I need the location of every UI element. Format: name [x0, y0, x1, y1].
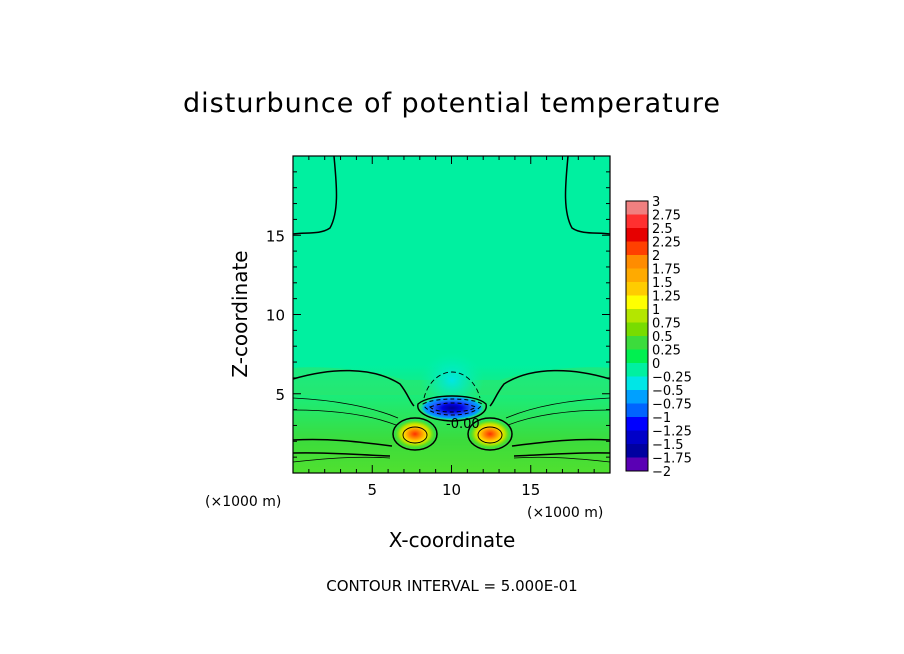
x-tick-labels: 5 10 15 — [367, 481, 540, 499]
colorbar-label: −1.25 — [652, 425, 692, 440]
colorbar-labels: 32.752.52.2521.751.51.2510.750.50.250−0.… — [652, 195, 692, 480]
colorbar-swatch — [626, 228, 648, 242]
colorbar-swatch — [626, 295, 648, 310]
colorbar-swatch — [626, 417, 648, 431]
colorbar-label: 1 — [652, 303, 660, 318]
contour-warm-left-outer — [392, 417, 438, 451]
x-tick-label: 15 — [521, 481, 540, 499]
colorbar — [626, 201, 648, 472]
warm-anomaly-left — [395, 420, 435, 448]
colorbar-label: −1.75 — [652, 452, 692, 467]
colorbar-label: −1.5 — [652, 438, 684, 453]
axis-ticks — [293, 156, 610, 473]
contour-plume-dashed — [423, 371, 481, 399]
colorbar-label: 2.25 — [652, 236, 681, 251]
colorbar-swatch — [626, 430, 648, 445]
z-tick-label: 5 — [275, 386, 285, 404]
cold-anomaly — [420, 396, 484, 420]
colorbar-label: 2.5 — [652, 222, 673, 237]
contour-cold-dashed-1 — [422, 398, 483, 416]
colorbar-swatch — [626, 201, 648, 215]
colorbar-label: 2 — [652, 249, 660, 264]
contour-warm-right-inner — [477, 426, 503, 444]
z-tick-label: 10 — [266, 307, 285, 325]
contour-right-mid-2 — [507, 409, 610, 426]
warm-anomaly-right — [470, 420, 510, 448]
colorbar-label: 1.5 — [652, 276, 673, 291]
x-unit-label: (×1000 m) — [527, 505, 603, 521]
contour-left-lower — [293, 438, 393, 447]
colorbar-swatch — [626, 336, 648, 350]
colorbar-label: −0.75 — [652, 398, 692, 413]
x-tick-label: 10 — [442, 481, 461, 499]
colorbar-label: 0 — [652, 357, 660, 372]
colorbar-swatch — [626, 363, 648, 377]
colorbar-swatch — [626, 309, 648, 323]
contour-top-right — [564, 156, 610, 235]
y-axis-label: Z-coordinate — [228, 250, 252, 377]
colorbar-swatch — [626, 214, 648, 229]
contour-label: -0.00 — [446, 417, 480, 432]
colorbar-label: −2 — [652, 465, 671, 480]
z-tick-labels: 5 10 15 — [266, 227, 285, 404]
colorbar-swatch — [626, 322, 648, 337]
colorbar-label: 1.25 — [652, 290, 681, 305]
colorbar-label: 3 — [652, 195, 660, 210]
x-tick-label: 5 — [367, 481, 377, 499]
colorbar-label: −0.25 — [652, 371, 692, 386]
colorbar-swatch — [626, 403, 648, 418]
contour-top-left — [293, 156, 338, 235]
colorbar-swatch — [626, 390, 648, 404]
contour-bottom-left — [293, 452, 391, 457]
cool-plume — [420, 352, 484, 408]
z-tick-label: 15 — [266, 227, 285, 245]
x-axis-label: X-coordinate — [389, 528, 516, 552]
contour-interval-note: CONTOUR INTERVAL = 5.000E-01 — [326, 577, 577, 595]
contour-cold-dashed-2 — [429, 402, 478, 413]
colorbar-swatch — [626, 268, 648, 283]
contour-right-upper — [489, 369, 610, 407]
colorbar-swatch — [626, 282, 648, 296]
colorbar-frame — [625, 200, 649, 472]
contour-warm-left-inner — [402, 426, 428, 444]
contour-bottom-right — [513, 452, 610, 457]
colorbar-label: −0.5 — [652, 384, 684, 399]
contour-right-mid-1 — [505, 397, 610, 419]
colorbar-swatch — [626, 457, 648, 472]
colorbar-swatch — [626, 255, 648, 269]
plot-area: -0.00 — [293, 156, 610, 473]
contour-left-mid-1 — [293, 397, 399, 419]
contour-warm-right-outer — [467, 417, 513, 451]
colorbar-label: −1 — [652, 411, 671, 426]
chart-title: disturbunce of potential temperature — [183, 88, 721, 119]
colorbar-swatch — [626, 376, 648, 391]
colorbar-label: 0.75 — [652, 317, 681, 332]
colorbar-label: 0.5 — [652, 330, 673, 345]
z-unit-label: (×1000 m) — [205, 494, 281, 510]
contour-left-upper — [293, 369, 415, 407]
colorbar-label: 1.75 — [652, 263, 681, 278]
colorbar-swatch — [626, 444, 648, 458]
contour-lines — [293, 156, 610, 463]
colorbar-label: 0.25 — [652, 344, 681, 359]
contour-right-lower — [511, 438, 610, 447]
colorbar-swatch — [626, 349, 648, 364]
colorbar-label: 2.75 — [652, 209, 681, 224]
contour-zero-cold — [417, 395, 487, 422]
contour-base-line — [293, 456, 391, 463]
contour-left-mid-2 — [293, 409, 397, 426]
contour-base-line-right — [513, 456, 610, 463]
colorbar-swatch — [626, 241, 648, 256]
